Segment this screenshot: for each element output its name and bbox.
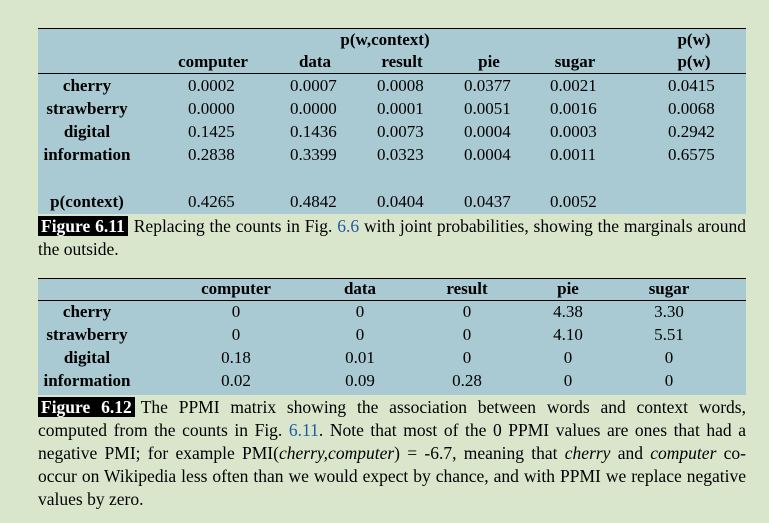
table1-pw-cell: 0.0068 bbox=[668, 99, 715, 118]
table2-top-rule bbox=[38, 278, 746, 279]
table2-row-label: digital bbox=[63, 348, 111, 367]
table1-pcontext-cell: 0.0404 bbox=[377, 192, 424, 211]
caption-text: The PPMI matrix showing the association … bbox=[38, 397, 746, 440]
table1-row-label: cherry bbox=[62, 76, 112, 95]
table1-col-header: pie bbox=[478, 52, 500, 71]
table2-cell: 0 bbox=[231, 302, 241, 321]
table2-row-label: strawberry bbox=[46, 325, 128, 344]
table2-cell: 0 bbox=[563, 371, 573, 390]
table2-col-header: sugar bbox=[648, 279, 690, 298]
table2-cell: 4.10 bbox=[553, 325, 583, 344]
table1-col-header: computer bbox=[178, 52, 248, 71]
caption-text: . Note that most of the 0 PPMI values ar… bbox=[38, 420, 746, 463]
table2-col-header: result bbox=[446, 279, 488, 298]
table1-pw-cell: 0.6575 bbox=[668, 145, 715, 164]
table1-pw-header-top: p(w) bbox=[677, 30, 711, 49]
table2-cell: 0 bbox=[563, 348, 573, 367]
table1-pcontext-cell: 0.4265 bbox=[188, 192, 235, 211]
figure-label: Figure 6.12 bbox=[38, 397, 135, 417]
table2-cell: 0 bbox=[355, 325, 365, 344]
table1-cell: 0.0004 bbox=[464, 122, 511, 141]
table2-col-header: data bbox=[343, 279, 377, 298]
table2-cell: 0.18 bbox=[221, 348, 251, 367]
figure-ref-link[interactable]: 6.11 bbox=[288, 420, 319, 440]
table2-row-label: cherry bbox=[62, 302, 112, 321]
table2-cell: 5.51 bbox=[654, 325, 684, 344]
table2-cell: 3.30 bbox=[654, 302, 684, 321]
table1-cell: 0.1425 bbox=[188, 122, 235, 141]
joint-probability-table bbox=[38, 28, 746, 214]
table2-cell: 0.01 bbox=[345, 348, 375, 367]
table2-col-header: pie bbox=[557, 279, 579, 298]
table1-row-label: digital bbox=[63, 122, 111, 141]
table1-group-header: p(w,context) bbox=[340, 30, 430, 49]
caption-italic: computer bbox=[650, 443, 717, 463]
ppmi-table bbox=[38, 278, 746, 395]
table1-cell: 0.0000 bbox=[290, 99, 337, 118]
table1-pw-cell: 0.2942 bbox=[668, 122, 715, 141]
caption-text: Replacing the counts in Fig. bbox=[133, 216, 338, 236]
table2-cell: 0.02 bbox=[221, 371, 251, 390]
table1-cell: 0.0323 bbox=[377, 145, 424, 164]
table1-cell: 0.0007 bbox=[290, 76, 337, 95]
table1-cell: 0.0377 bbox=[464, 76, 511, 95]
table2-col-header: computer bbox=[201, 279, 271, 298]
table2-cell: 0 bbox=[664, 348, 674, 367]
caption-text: ) = -6.7, meaning that bbox=[394, 443, 565, 463]
table2-cell: 0.28 bbox=[452, 371, 482, 390]
caption-text: with joint probabilities, showing the ma… bbox=[38, 216, 746, 259]
caption-text: and bbox=[610, 443, 651, 463]
table1-pcontext-cell: 0.0437 bbox=[464, 192, 511, 211]
figure-ref-link[interactable]: 6.6 bbox=[337, 216, 360, 236]
table2-row-label: information bbox=[43, 371, 131, 390]
table1-cell: 0.0002 bbox=[188, 76, 235, 95]
table1-header-rule bbox=[38, 73, 746, 74]
caption-italic: cherry,computer bbox=[278, 443, 395, 463]
table1-cell: 0.1436 bbox=[290, 122, 337, 141]
table1-cell: 0.0011 bbox=[550, 145, 597, 164]
table2-cell: 0 bbox=[231, 325, 241, 344]
table2-cell: 0 bbox=[355, 302, 365, 321]
table1-pw-header: p(w) bbox=[677, 52, 711, 71]
table1-cell: 0.0001 bbox=[377, 99, 424, 118]
figure-6-12-caption: Figure 6.12 The PPMI matrix showing the a… bbox=[38, 396, 746, 511]
table1-row-label: information bbox=[43, 145, 131, 164]
table1-cell: 0.0016 bbox=[550, 99, 597, 118]
table1-col-header: sugar bbox=[554, 52, 596, 71]
table2-cell: 0.09 bbox=[345, 371, 375, 390]
table1-cell: 0.0073 bbox=[377, 122, 424, 141]
table2-cell: 4.38 bbox=[553, 302, 583, 321]
caption-text: co-occur on Wikipedia less often than we… bbox=[38, 443, 747, 509]
figure-6-11-caption: Figure 6.11 Replacing the counts in Fig. … bbox=[38, 215, 746, 261]
table1-col-header: result bbox=[381, 52, 423, 71]
table1-col-header: data bbox=[298, 52, 332, 71]
table2-cell: 0 bbox=[462, 325, 472, 344]
table1-row-label: strawberry bbox=[46, 99, 128, 118]
table1-cell: 0.0003 bbox=[550, 122, 597, 141]
table2-header-rule bbox=[38, 300, 746, 301]
table2-cell: 0 bbox=[664, 371, 674, 390]
table1-pcontext-cell: 0.0052 bbox=[550, 192, 597, 211]
table1-pcontext-cell: 0.4842 bbox=[290, 192, 337, 211]
table1-cell: 0.0008 bbox=[377, 76, 424, 95]
table1-top-rule bbox=[38, 28, 746, 29]
table1-pw-cell: 0.0415 bbox=[668, 76, 715, 95]
table1-cell: 0.0000 bbox=[188, 99, 235, 118]
table2-cell: 0 bbox=[462, 302, 472, 321]
table1-pcontext-label: p(context) bbox=[50, 192, 124, 211]
table1-cell: 0.0004 bbox=[464, 145, 511, 164]
table1-cell: 0.0051 bbox=[464, 99, 511, 118]
figure-label: Figure 6.11 bbox=[38, 216, 128, 236]
table1-cell: 0.3399 bbox=[290, 145, 337, 164]
table1-cell: 0.0021 bbox=[550, 76, 597, 95]
table2-cell: 0 bbox=[462, 348, 472, 367]
caption-italic: cherry bbox=[564, 443, 611, 463]
table1-cell: 0.2838 bbox=[188, 145, 235, 164]
